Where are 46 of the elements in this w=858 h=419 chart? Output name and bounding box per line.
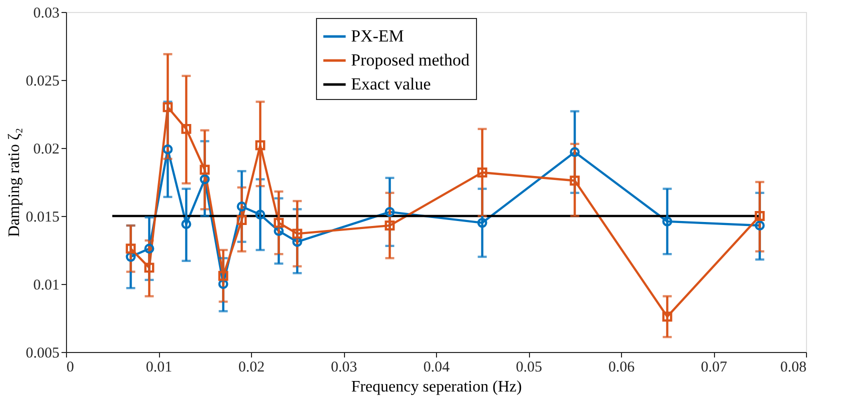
point xyxy=(384,220,395,230)
point xyxy=(570,176,580,186)
y-tick-label: 0.03 xyxy=(33,6,60,22)
x-tick-label: 0.05 xyxy=(516,360,542,376)
x-tick-label: 0.01 xyxy=(146,360,172,376)
point xyxy=(126,244,136,254)
y-tick-label: 0.01 xyxy=(33,278,60,294)
point xyxy=(754,211,765,221)
point xyxy=(144,244,154,254)
point xyxy=(384,206,395,217)
x-tick-label: 0.06 xyxy=(608,360,636,376)
point xyxy=(255,210,266,220)
point xyxy=(236,202,247,212)
point xyxy=(218,270,228,281)
x-axis-title: Frequency seperation (Hz) xyxy=(351,378,522,396)
point xyxy=(662,216,672,226)
x-tick-label: 0.03 xyxy=(330,360,358,376)
x-tick-label: 0.08 xyxy=(780,360,806,376)
point xyxy=(162,102,173,112)
legend-label: Exact value xyxy=(351,74,431,94)
point xyxy=(255,140,266,150)
point xyxy=(236,215,247,226)
point xyxy=(162,144,173,154)
point xyxy=(200,164,210,175)
x-tick-label: 0.04 xyxy=(423,360,450,376)
x-tick-label: 0.02 xyxy=(238,360,265,376)
point xyxy=(144,262,154,273)
point xyxy=(477,218,488,228)
x-tick-label: 0.07 xyxy=(700,360,728,376)
y-tick-label: 0.02 xyxy=(33,142,60,158)
y-tick-label: 0.025 xyxy=(26,74,60,90)
y-axis-title: Damping ratio ζ₂ xyxy=(6,128,23,238)
x-tick-label: 0 xyxy=(66,360,74,376)
point xyxy=(477,168,488,178)
y-tick-label: 0.005 xyxy=(26,346,60,362)
point xyxy=(662,312,672,322)
point xyxy=(274,218,284,228)
y-tick-label: 0.015 xyxy=(26,210,60,226)
legend-label: Proposed method xyxy=(351,50,470,70)
point xyxy=(200,174,210,184)
legend-label: PX-EM xyxy=(351,26,404,46)
point xyxy=(570,147,580,158)
point xyxy=(181,124,192,134)
point xyxy=(181,219,192,230)
point xyxy=(218,279,228,289)
point xyxy=(292,228,302,239)
